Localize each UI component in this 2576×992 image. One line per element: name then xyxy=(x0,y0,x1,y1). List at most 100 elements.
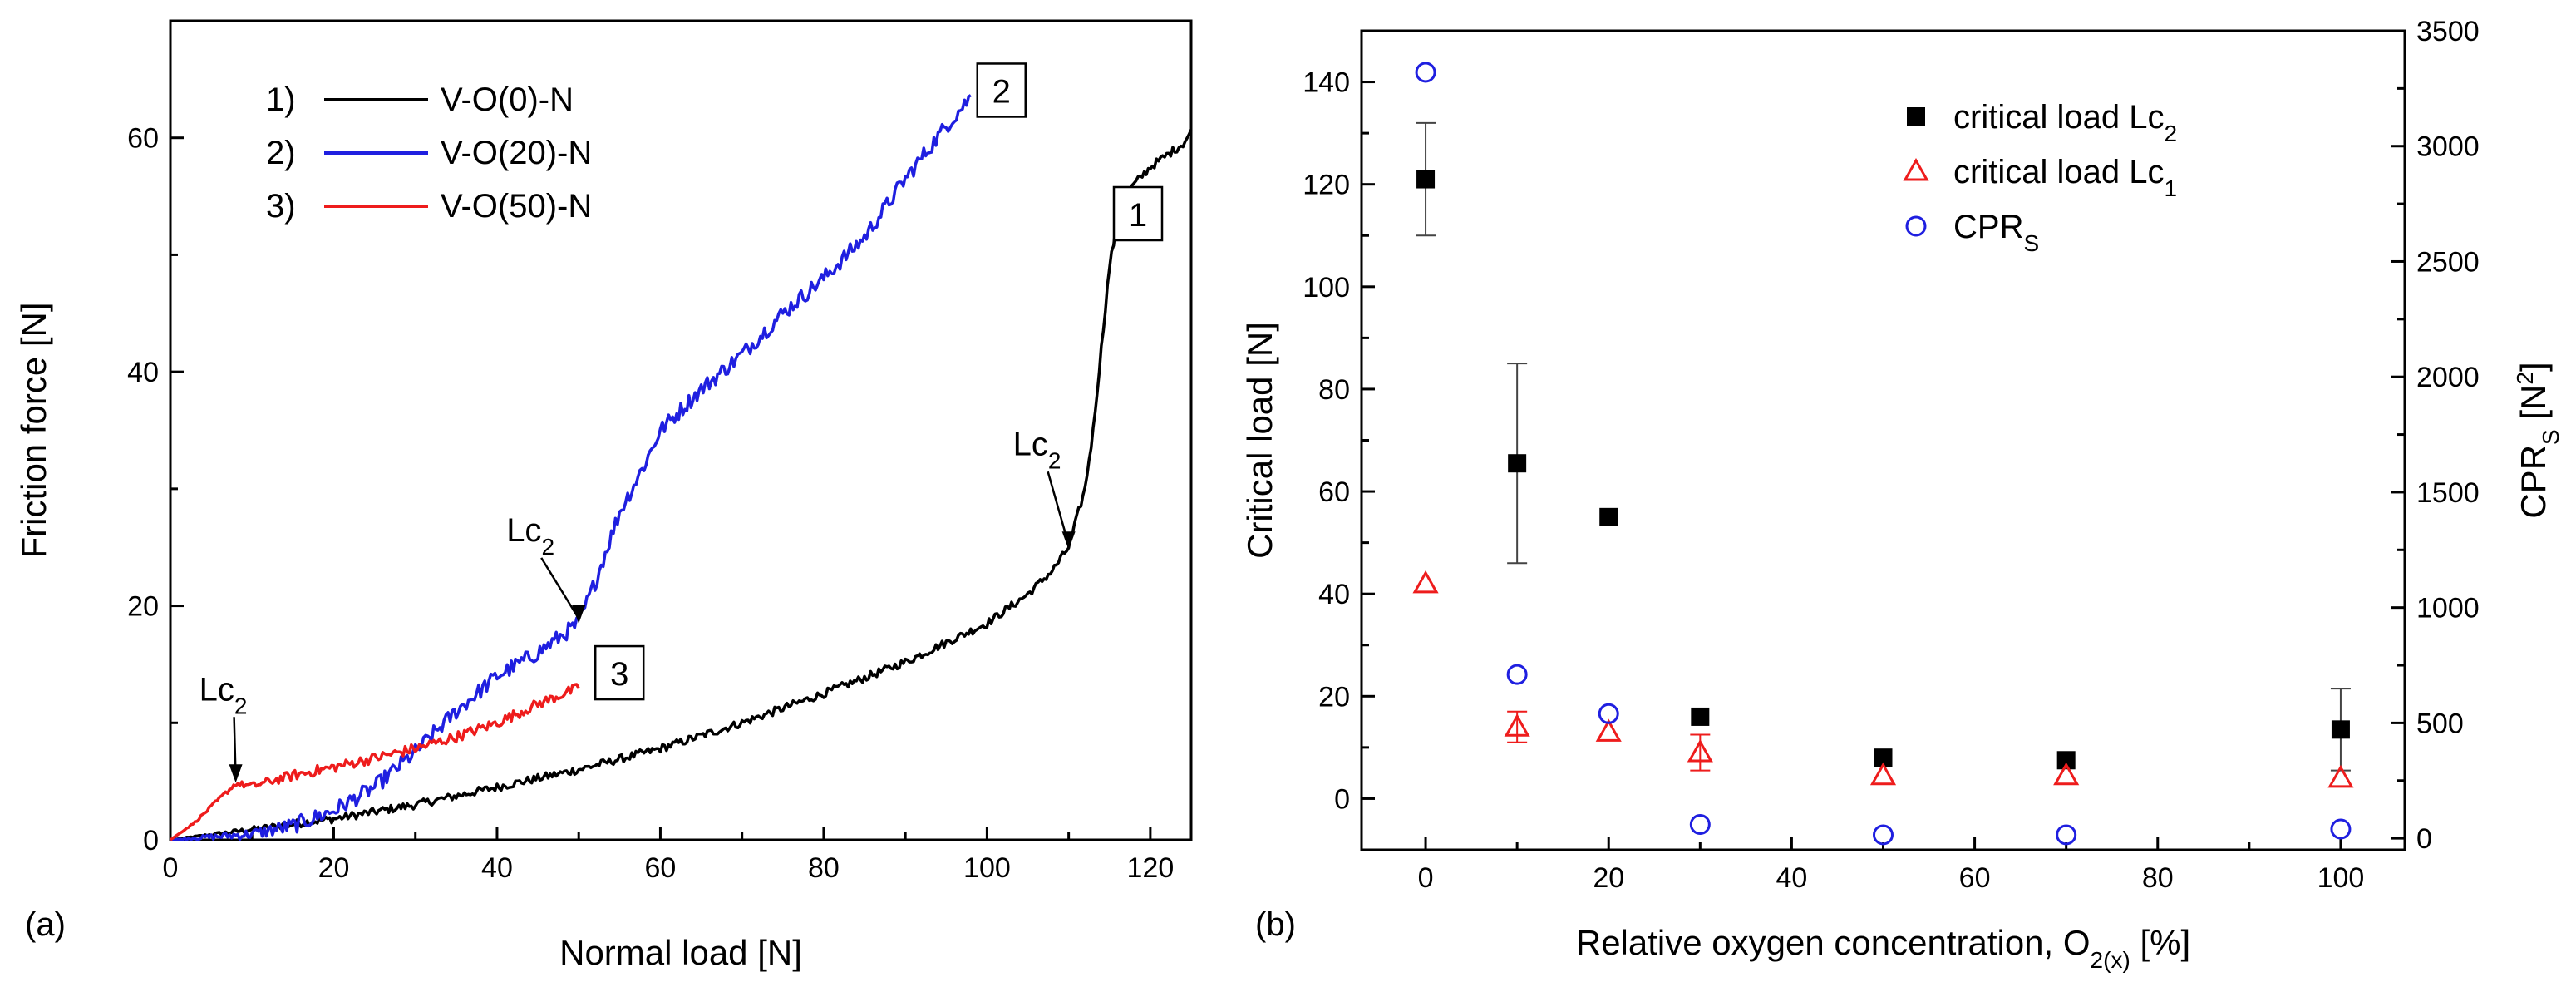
y-tick-label: 40 xyxy=(1318,579,1350,610)
marker-2 xyxy=(2327,764,2354,788)
legend-label-2: critical load Lc1 xyxy=(1953,154,2177,201)
marker-3 xyxy=(2056,824,2077,846)
y-tick-label: 140 xyxy=(1303,67,1350,99)
legend-label-sub: S xyxy=(2023,230,2039,256)
y2-tick-label: 3500 xyxy=(2416,16,2480,47)
y2-tick-label: 1000 xyxy=(2416,593,2480,624)
marker-1 xyxy=(2056,751,2076,770)
x-tick-label: 0 xyxy=(163,852,179,884)
end-label-2: 2 xyxy=(992,73,1011,110)
x-tick-label: 20 xyxy=(1593,862,1624,894)
x-tick-label: 40 xyxy=(1776,862,1807,894)
plot-frame xyxy=(1360,29,2406,851)
annotation-arrow-head xyxy=(1061,531,1076,550)
series-line-1 xyxy=(170,129,1193,841)
legend-marker-3 xyxy=(1905,215,1927,237)
marker-2 xyxy=(1687,738,1713,763)
marker-2 xyxy=(1595,718,1622,742)
series-line-3 xyxy=(169,683,580,841)
marker-2 xyxy=(2053,762,2080,786)
marker-2 xyxy=(1412,570,1439,594)
end-label-box-3 xyxy=(594,644,645,701)
marker-3 xyxy=(1506,664,1528,685)
y-tick-label: 0 xyxy=(1334,783,1350,815)
y2-tick-label: 500 xyxy=(2416,708,2464,739)
marker-1 xyxy=(1508,454,1527,473)
annotation-sub: 2 xyxy=(1048,447,1061,473)
y-axis-label: Friction force [N] xyxy=(14,302,53,558)
marker-3 xyxy=(1689,813,1711,835)
x-tick-label: 100 xyxy=(2317,862,2365,894)
x-axis-label-sub: 2(x) xyxy=(2091,947,2130,973)
y2-tick-label: 0 xyxy=(2416,823,2432,855)
y-tick-label: 0 xyxy=(143,825,159,856)
marker-1 xyxy=(1599,507,1618,526)
x-axis-label: Relative oxygen concentration, O2(x) [%] xyxy=(1576,923,2190,973)
x-axis-label-suffix: [%] xyxy=(2130,923,2190,962)
y-axis-label: Critical load [N] xyxy=(1240,322,1279,559)
marker-3 xyxy=(1598,703,1619,724)
legend-label-3: CPRS xyxy=(1953,209,2039,256)
legend-index-2: 2) xyxy=(266,135,296,171)
plot-frame xyxy=(169,19,1193,841)
marker-3 xyxy=(2330,818,2352,840)
legend-marker-1 xyxy=(1907,107,1925,126)
y-tick-label: 40 xyxy=(127,357,159,388)
y2-axis-label-sup: 2 xyxy=(2512,372,2538,385)
chart-b: 0 20 40 60 80 1000204060801001201400500100015… xyxy=(1240,16,2564,973)
y2-tick-label: 3000 xyxy=(2416,131,2480,163)
legend-label-1: critical load Lc2 xyxy=(1953,99,2177,146)
end-label-1: 1 xyxy=(1129,197,1147,234)
x-tick-label: 60 xyxy=(1959,862,1991,894)
y-tick-label: 20 xyxy=(127,591,159,623)
annotation-sub: 2 xyxy=(234,693,248,718)
annotation-lc2-3: Lc2 xyxy=(1013,426,1061,473)
end-label-3: 3 xyxy=(610,656,628,693)
y2-axis-label-suffix: [N xyxy=(2514,385,2553,430)
y2-axis-label: CPRS [N2] xyxy=(2512,362,2564,518)
legend-index-1: 1) xyxy=(266,81,296,118)
x-tick-label: 40 xyxy=(481,852,513,884)
end-label-box-2 xyxy=(976,62,1027,118)
legend-index-3: 3) xyxy=(266,188,296,225)
x-tick-label: 0 xyxy=(1418,862,1434,894)
marker-1 xyxy=(1416,170,1436,189)
marker-1 xyxy=(2331,720,2350,739)
annotation-arrow-head xyxy=(572,605,586,624)
legend-label-sub: 1 xyxy=(2164,175,2177,201)
annotation-lc2-1: Lc2 xyxy=(199,671,248,718)
y2-tick-label: 2500 xyxy=(2416,246,2480,278)
marker-3 xyxy=(1873,824,1894,846)
y2-axis-label-sub: S xyxy=(2538,429,2564,445)
marker-3 xyxy=(1415,62,1436,83)
legend-label-3: V-O(50)-N xyxy=(441,188,592,225)
annotation-arrow-line xyxy=(540,557,580,619)
panel-label-a: (a) xyxy=(25,906,66,943)
y-tick-label: 60 xyxy=(127,123,159,155)
y-tick-label: 80 xyxy=(1318,374,1350,406)
y2-tick-label: 1500 xyxy=(2416,477,2480,509)
x-tick-label: 120 xyxy=(1127,852,1175,884)
end-label-box-1 xyxy=(1112,185,1164,242)
annotation-arrow-head xyxy=(229,764,243,783)
y-tick-label: 20 xyxy=(1318,681,1350,713)
annotation-sub: 2 xyxy=(541,533,554,559)
x-tick-label: 20 xyxy=(318,852,350,884)
y2-axis-label-end: ] xyxy=(2514,362,2553,372)
x-tick-label: 80 xyxy=(808,852,840,884)
x-tick-label: 60 xyxy=(645,852,677,884)
y-tick-label: 60 xyxy=(1318,476,1350,508)
x-tick-label: 80 xyxy=(2142,862,2174,894)
y-tick-label: 120 xyxy=(1303,170,1350,201)
annotation-lc2-2: Lc2 xyxy=(506,512,554,560)
legend-marker-2 xyxy=(1903,157,1929,181)
marker-2 xyxy=(1869,762,1897,786)
marker-1 xyxy=(1874,748,1893,767)
x-axis-label: Normal load [N] xyxy=(559,933,802,972)
marker-2 xyxy=(1504,713,1530,737)
chart-a: 0 20 40 60 80 100 120 0 20 40 60 Normal load [N] Fri… xyxy=(14,19,1193,972)
y-tick-label: 100 xyxy=(1303,272,1350,304)
legend-label-1: V-O(0)-N xyxy=(441,81,574,118)
x-tick-label: 100 xyxy=(963,852,1011,884)
